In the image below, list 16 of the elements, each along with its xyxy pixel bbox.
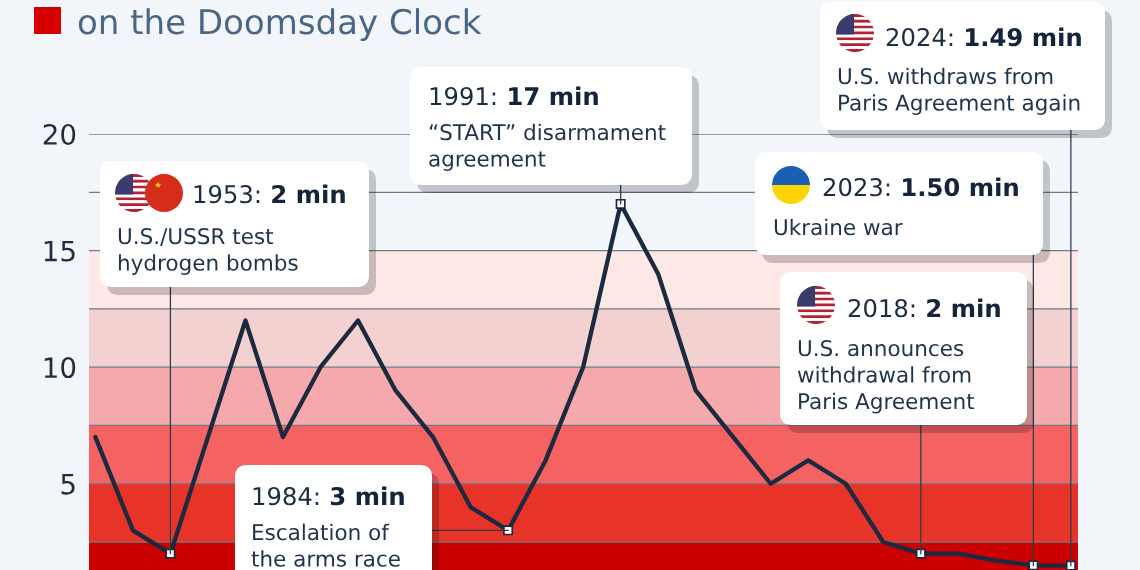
annotation: 2023: 1.50 min Ukraine war	[774, 177, 1018, 236]
text: 2024: 1.49 min U.S. withdraws from Paris Agreement again	[838, 27, 1081, 115]
annotation: 2018: 2 min U.S. announces withdrawal from Paris Agreement	[797, 298, 1000, 414]
point	[915, 548, 926, 559]
chart-title: on the Doomsday Clock	[78, 8, 482, 42]
annotation: 1984: 3 min Escalation of the arms race	[251, 486, 404, 567]
annotation: 1991: 17 min “START” disarmament agreement	[429, 86, 666, 171]
y-tick-label: 10	[44, 357, 76, 379]
point	[1028, 560, 1039, 570]
y-tick-label: 20	[43, 123, 76, 145]
annotation: 1953: 2 min U.S./USSR test hydrogen bombs	[118, 184, 345, 275]
y-tick-label: 5	[61, 474, 75, 495]
point	[503, 525, 514, 536]
y-tick-label: 15	[44, 240, 75, 262]
point	[615, 198, 626, 209]
point	[165, 548, 176, 559]
